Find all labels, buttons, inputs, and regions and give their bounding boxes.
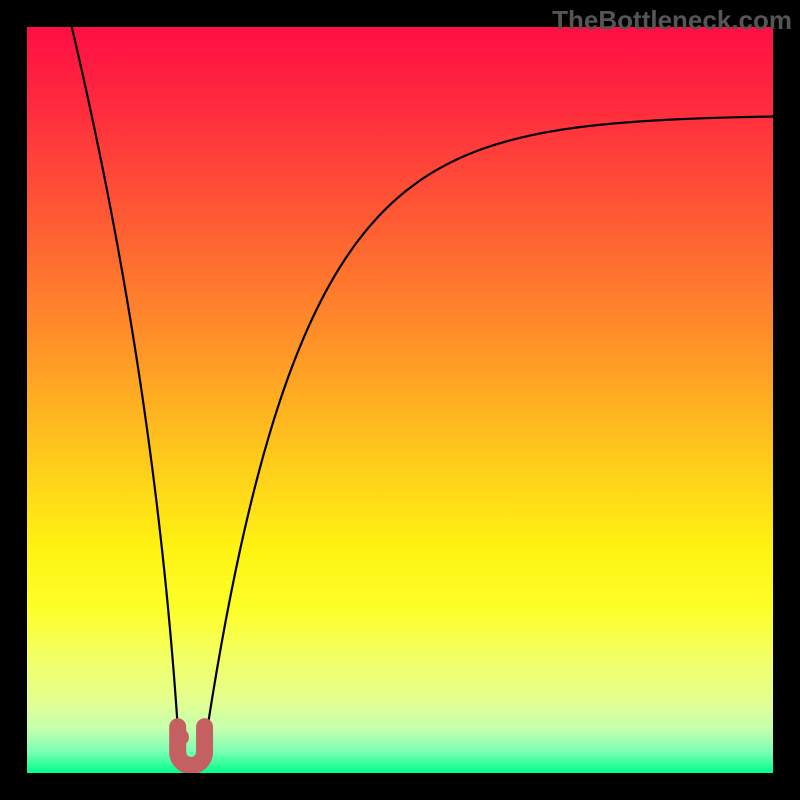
minimum-dot-marker	[171, 728, 189, 746]
chart-svg	[27, 27, 773, 773]
chart-frame	[27, 27, 773, 773]
watermark-text: TheBottleneck.com	[552, 5, 792, 36]
gradient-background	[27, 27, 773, 773]
